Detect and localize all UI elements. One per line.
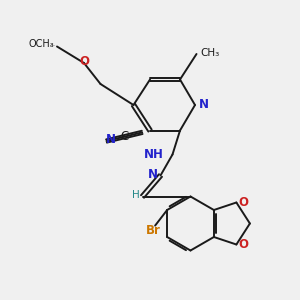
Text: Br: Br [146, 224, 161, 237]
Text: C: C [120, 130, 129, 143]
Text: H: H [132, 190, 140, 200]
Text: CH₃: CH₃ [200, 47, 219, 58]
Text: N: N [199, 98, 209, 112]
Text: N: N [106, 134, 116, 146]
Text: O: O [239, 196, 249, 209]
Text: NH: NH [144, 148, 164, 161]
Text: methoxy: methoxy [50, 44, 56, 46]
Text: O: O [239, 238, 249, 251]
Text: OCH₃: OCH₃ [29, 39, 55, 49]
Text: N: N [148, 168, 158, 181]
Text: O: O [79, 55, 89, 68]
